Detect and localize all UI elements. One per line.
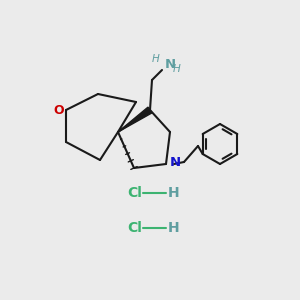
Text: Cl: Cl [127,221,142,235]
Text: H: H [152,54,160,64]
Polygon shape [118,107,152,132]
Text: Cl: Cl [127,186,142,200]
Text: H: H [168,221,180,235]
Text: N: N [165,58,176,71]
Text: H: H [173,64,181,74]
Text: N: N [170,155,181,169]
Text: H: H [168,186,180,200]
Text: O: O [54,103,64,116]
